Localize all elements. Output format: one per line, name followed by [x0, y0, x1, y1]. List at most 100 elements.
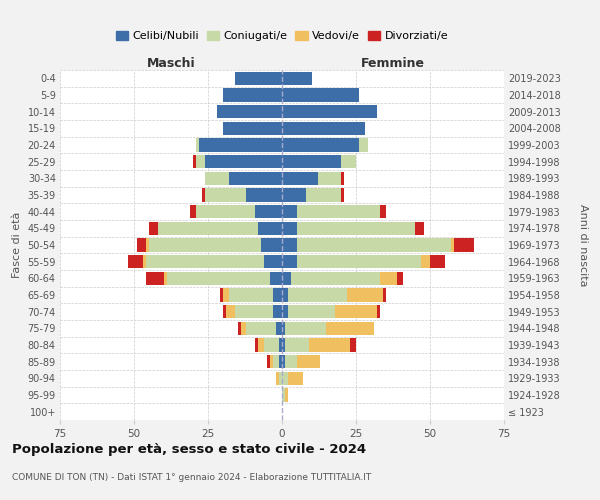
- Bar: [317, 172, 341, 185]
- Bar: [282, 338, 285, 351]
- Bar: [229, 172, 282, 185]
- Bar: [308, 338, 350, 351]
- Bar: [285, 355, 297, 368]
- Bar: [285, 388, 288, 402]
- Bar: [350, 338, 356, 351]
- Bar: [273, 288, 282, 302]
- Text: Popolazione per età, sesso e stato civile - 2024: Popolazione per età, sesso e stato civil…: [12, 442, 366, 456]
- Bar: [220, 288, 223, 302]
- Bar: [205, 188, 247, 202]
- Bar: [223, 288, 229, 302]
- Bar: [270, 355, 273, 368]
- Bar: [421, 255, 430, 268]
- Bar: [196, 205, 256, 218]
- Bar: [223, 122, 282, 135]
- Bar: [279, 355, 282, 368]
- Bar: [297, 255, 421, 268]
- Text: Maschi: Maschi: [146, 57, 196, 70]
- Bar: [190, 205, 196, 218]
- Bar: [415, 222, 424, 235]
- Bar: [247, 188, 282, 202]
- Bar: [454, 238, 475, 252]
- Text: Femmine: Femmine: [361, 57, 425, 70]
- Legend: Celibi/Nubili, Coniugati/e, Vedovi/e, Divorziati/e: Celibi/Nubili, Coniugati/e, Vedovi/e, Di…: [112, 26, 452, 46]
- Bar: [229, 288, 273, 302]
- Bar: [282, 105, 377, 118]
- Bar: [196, 155, 205, 168]
- Bar: [259, 338, 264, 351]
- Bar: [146, 272, 164, 285]
- Bar: [235, 72, 282, 85]
- Bar: [282, 188, 305, 202]
- Bar: [279, 338, 282, 351]
- Bar: [164, 272, 167, 285]
- Bar: [223, 88, 282, 102]
- Bar: [223, 305, 226, 318]
- Bar: [193, 155, 196, 168]
- Bar: [335, 305, 377, 318]
- Bar: [347, 288, 383, 302]
- Bar: [282, 305, 288, 318]
- Bar: [288, 288, 347, 302]
- Bar: [282, 222, 297, 235]
- Bar: [282, 122, 365, 135]
- Bar: [267, 355, 270, 368]
- Bar: [270, 272, 282, 285]
- Bar: [397, 272, 403, 285]
- Bar: [297, 205, 380, 218]
- Bar: [273, 355, 279, 368]
- Bar: [282, 288, 288, 302]
- Bar: [261, 238, 282, 252]
- Bar: [158, 222, 259, 235]
- Bar: [282, 205, 297, 218]
- Bar: [259, 222, 282, 235]
- Bar: [226, 305, 235, 318]
- Text: COMUNE DI TON (TN) - Dati ISTAT 1° gennaio 2024 - Elaborazione TUTTITALIA.IT: COMUNE DI TON (TN) - Dati ISTAT 1° genna…: [12, 472, 371, 482]
- Bar: [341, 172, 344, 185]
- Bar: [282, 388, 285, 402]
- Bar: [276, 372, 279, 385]
- Bar: [282, 72, 311, 85]
- Bar: [205, 155, 282, 168]
- Bar: [285, 322, 326, 335]
- Bar: [282, 88, 359, 102]
- Bar: [282, 372, 288, 385]
- Bar: [282, 255, 297, 268]
- Bar: [282, 138, 359, 151]
- Bar: [341, 155, 356, 168]
- Bar: [137, 238, 146, 252]
- Bar: [282, 238, 297, 252]
- Bar: [326, 322, 374, 335]
- Bar: [264, 338, 279, 351]
- Bar: [205, 172, 229, 185]
- Bar: [238, 322, 241, 335]
- Bar: [196, 138, 199, 151]
- Bar: [282, 322, 285, 335]
- Bar: [146, 238, 149, 252]
- Bar: [291, 272, 380, 285]
- Bar: [202, 188, 205, 202]
- Bar: [430, 255, 445, 268]
- Bar: [273, 305, 282, 318]
- Bar: [383, 288, 386, 302]
- Bar: [282, 172, 317, 185]
- Bar: [305, 188, 341, 202]
- Bar: [235, 305, 273, 318]
- Bar: [217, 105, 282, 118]
- Bar: [279, 372, 282, 385]
- Bar: [288, 305, 335, 318]
- Bar: [297, 355, 320, 368]
- Bar: [297, 238, 451, 252]
- Bar: [143, 255, 146, 268]
- Bar: [285, 338, 308, 351]
- Bar: [276, 322, 282, 335]
- Bar: [377, 305, 380, 318]
- Bar: [264, 255, 282, 268]
- Bar: [282, 272, 291, 285]
- Bar: [451, 238, 454, 252]
- Bar: [199, 138, 282, 151]
- Bar: [256, 205, 282, 218]
- Bar: [282, 355, 285, 368]
- Bar: [380, 272, 397, 285]
- Bar: [282, 155, 341, 168]
